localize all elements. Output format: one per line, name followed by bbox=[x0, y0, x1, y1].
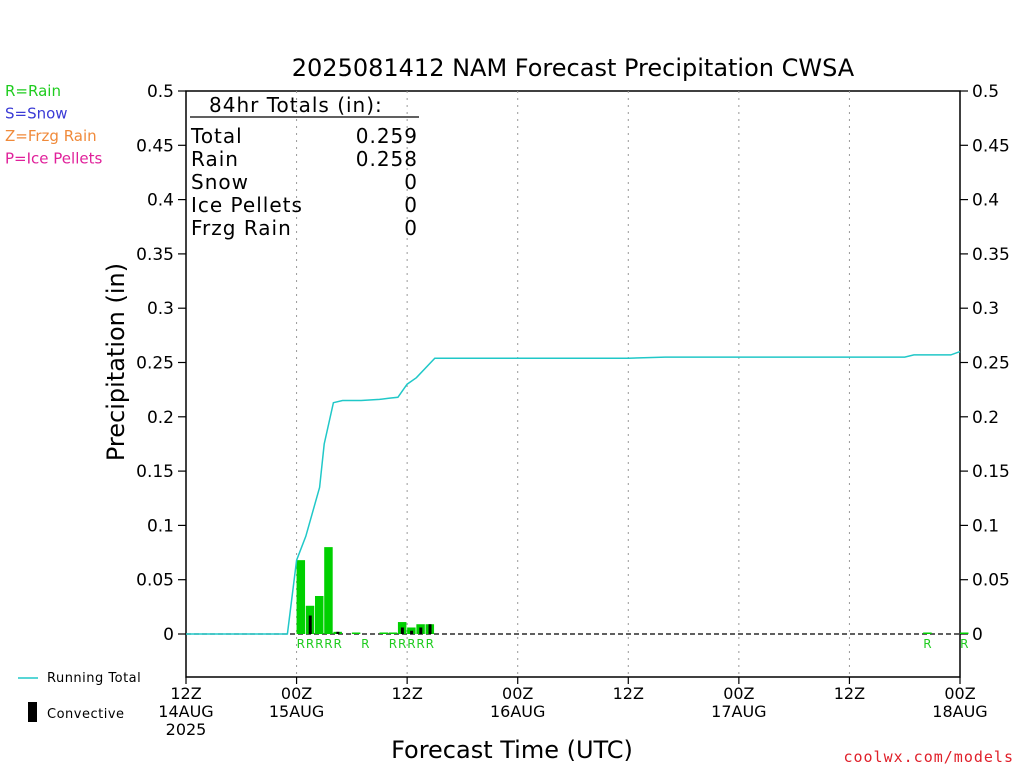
precip-type-marker: R bbox=[324, 637, 332, 651]
totals-row-value: 0 bbox=[404, 216, 418, 240]
x-tick-label: 12Z bbox=[613, 684, 644, 703]
y-tick-label-right: 0.15 bbox=[972, 462, 1010, 482]
x-tick-label: 16AUG bbox=[490, 702, 545, 721]
y-tick-label-left: 0.25 bbox=[136, 354, 174, 374]
series-legend: Running Total Convective bbox=[18, 671, 141, 722]
y-axis-ticks: 0 00.05 0.050.1 0.10.15 0.150.2 0.20.25 0.250.… bbox=[136, 82, 1010, 645]
y-tick-label-right: 0.3 bbox=[972, 299, 999, 319]
legend-bar-swatch bbox=[28, 702, 37, 722]
x-tick-label: 2025 bbox=[166, 720, 207, 739]
x-tick-label: 00Z bbox=[281, 684, 312, 703]
y-tick-label-left: 0.2 bbox=[147, 408, 174, 428]
x-tick-label: 12Z bbox=[391, 684, 422, 703]
rain-bar bbox=[960, 632, 969, 634]
totals-row-label: Snow bbox=[191, 170, 249, 194]
totals-row-value: 0.259 bbox=[356, 124, 418, 148]
y-tick-label-left: 0.45 bbox=[136, 136, 174, 156]
x-axis-label: Forecast Time (UTC) bbox=[391, 736, 633, 764]
totals-row-value: 0.258 bbox=[356, 147, 418, 171]
x-tick-label: 18AUG bbox=[932, 702, 987, 721]
totals-row-label: Ice Pellets bbox=[191, 193, 303, 217]
y-tick-label-left: 0.05 bbox=[136, 571, 174, 591]
y-tick-label-right: 0.4 bbox=[972, 191, 999, 211]
y-tick-label-right: 0.2 bbox=[972, 408, 999, 428]
rain-bar bbox=[296, 560, 306, 634]
rain-bar bbox=[315, 595, 324, 634]
x-tick-label: 12Z bbox=[834, 684, 865, 703]
chart-title: 2025081412 NAM Forecast Precipitation CW… bbox=[292, 54, 855, 82]
precip-type-legend-entry: R=Rain bbox=[5, 82, 61, 100]
precip-type-legend-entry: P=Ice Pellets bbox=[5, 150, 102, 168]
precip-type-marker: R bbox=[426, 637, 434, 651]
rain-bar bbox=[923, 632, 932, 634]
totals-row-value: 0 bbox=[404, 170, 418, 194]
credit-text: coolwx.com/models bbox=[843, 748, 1014, 766]
totals-row-value: 0 bbox=[404, 193, 418, 217]
x-tick-label: 12Z bbox=[170, 684, 201, 703]
convective-bar bbox=[428, 624, 432, 634]
convective-bars bbox=[308, 615, 432, 634]
y-tick-label-left: 0.35 bbox=[136, 245, 174, 265]
y-tick-label-left: 0.5 bbox=[147, 82, 174, 102]
y-tick-label-left: 0.1 bbox=[147, 516, 174, 536]
precip-type-marker: R bbox=[333, 637, 341, 651]
vertical-gridlines bbox=[296, 91, 850, 677]
totals-row-label: Frzg Rain bbox=[191, 216, 292, 240]
precip-type-marker: R bbox=[315, 637, 323, 651]
x-tick-label: 00Z bbox=[944, 684, 975, 703]
precip-type-legend-entry: Z=Frzg Rain bbox=[5, 127, 97, 145]
precip-type-marker: R bbox=[297, 637, 305, 651]
convective-bar bbox=[410, 630, 414, 634]
y-tick-label-right: 0.45 bbox=[972, 136, 1010, 156]
y-tick-label-right: 0 bbox=[972, 625, 983, 645]
convective-bar bbox=[400, 627, 404, 634]
y-tick-label-left: 0.4 bbox=[147, 191, 174, 211]
rain-bar bbox=[324, 547, 333, 634]
precip-type-marker: R bbox=[416, 637, 424, 651]
convective-bar bbox=[419, 627, 423, 634]
y-tick-label-left: 0.15 bbox=[136, 462, 174, 482]
y-tick-label-right: 0.25 bbox=[972, 354, 1010, 374]
totals-row-label: Total bbox=[190, 124, 243, 148]
totals-row-label: Rain bbox=[191, 147, 239, 171]
legend-entry-label: Convective bbox=[47, 707, 125, 722]
y-tick-label-left: 0 bbox=[163, 625, 174, 645]
rain-bar bbox=[351, 632, 361, 634]
precip-type-marker: R bbox=[923, 637, 931, 651]
rain-bar bbox=[388, 632, 398, 634]
y-tick-label-right: 0.35 bbox=[972, 245, 1010, 265]
x-tick-label: 00Z bbox=[502, 684, 533, 703]
x-tick-label: 15AUG bbox=[269, 702, 324, 721]
precip-type-legend-entry: S=Snow bbox=[5, 105, 68, 123]
convective-bar bbox=[308, 615, 312, 634]
precip-type-marker: R bbox=[407, 637, 415, 651]
y-tick-label-right: 0.1 bbox=[972, 516, 999, 536]
rain-bar bbox=[379, 632, 388, 634]
plot-frame bbox=[185, 90, 961, 678]
running-total-line bbox=[186, 350, 961, 635]
y-tick-label-left: 0.3 bbox=[147, 299, 174, 319]
precip-type-marker: R bbox=[960, 637, 968, 651]
convective-bar bbox=[336, 631, 340, 634]
x-tick-label: 00Z bbox=[723, 684, 754, 703]
totals-box: 84hr Totals (in): Total 0.259 Rain 0.258 Snow… bbox=[190, 93, 419, 240]
precip-type-legend: R=Rain S=Snow Z=Frzg Rain P=Ice Pellets bbox=[5, 82, 102, 168]
totals-header: 84hr Totals (in): bbox=[209, 93, 383, 117]
y-tick-label-right: 0.5 bbox=[972, 82, 999, 102]
precip-type-marker: R bbox=[398, 637, 406, 651]
precip-type-marker: R bbox=[389, 637, 397, 651]
y-axis-label: Precipitation (in) bbox=[102, 263, 130, 461]
precip-type-marker: R bbox=[361, 637, 369, 651]
precip-type-marker: R bbox=[306, 637, 314, 651]
x-tick-label: 14AUG bbox=[158, 702, 213, 721]
legend-entry-label: Running Total bbox=[47, 671, 141, 686]
y-tick-label-right: 0.05 bbox=[972, 571, 1010, 591]
rain-bars bbox=[296, 547, 969, 634]
x-tick-label: 17AUG bbox=[711, 702, 766, 721]
